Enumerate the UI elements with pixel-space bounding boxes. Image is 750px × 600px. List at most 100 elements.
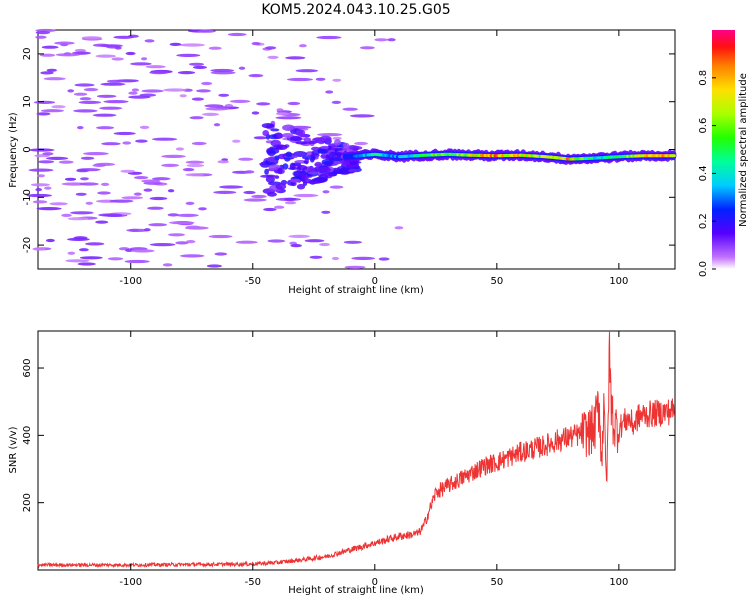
noise-blob — [36, 207, 62, 211]
noise-blob — [295, 69, 318, 73]
cluster-blob — [314, 161, 323, 168]
noise-blob — [42, 152, 54, 156]
noise-blob — [96, 126, 115, 130]
noise-blob — [196, 89, 211, 93]
noise-blob — [45, 238, 55, 243]
noise-blob — [186, 163, 205, 168]
noise-blob — [378, 257, 390, 261]
noise-blob — [387, 38, 396, 42]
cluster-blob — [268, 164, 281, 170]
noise-blob — [238, 66, 246, 70]
noise-blob — [168, 221, 195, 225]
cluster-blob — [291, 162, 302, 166]
cluster-blob — [293, 151, 307, 157]
noise-blob — [55, 53, 80, 57]
noise-blob — [325, 90, 334, 94]
noise-blob — [80, 177, 89, 181]
noise-blob — [167, 189, 175, 193]
noise-blob — [124, 259, 150, 264]
noise-blob — [229, 99, 251, 103]
noise-blob — [185, 240, 196, 244]
y-tick-label: 200 — [22, 493, 33, 512]
noise-blob — [289, 125, 312, 129]
noise-blob — [74, 83, 95, 87]
noise-blob — [329, 185, 344, 189]
noise-blob — [182, 168, 195, 172]
spectrogram-y-ticks: -20 -10 0 10 20 — [22, 48, 675, 253]
noise-blob — [96, 94, 117, 98]
noise-blob — [167, 213, 180, 217]
noise-blob — [95, 220, 109, 224]
noise-blob — [67, 237, 90, 241]
noise-blob — [243, 190, 256, 195]
noise-blob — [360, 46, 375, 50]
noise-blob — [36, 112, 51, 116]
noise-blob — [152, 177, 171, 181]
noise-blob — [37, 160, 55, 164]
noise-blob — [287, 101, 301, 106]
noise-blob — [309, 255, 323, 259]
cluster-blob — [290, 178, 301, 183]
noise-blob — [214, 252, 228, 256]
cluster-blob — [268, 134, 280, 140]
cluster-blob — [261, 123, 275, 129]
noise-blob — [113, 131, 136, 136]
noise-blob — [290, 244, 303, 248]
y-tick-label: 600 — [22, 358, 33, 377]
noise-blob — [75, 192, 87, 196]
snr-xlabel: Height of straight line (km) — [288, 585, 424, 596]
snr-panel: -100 -50 0 50 100 200 400 600 Height of straig… — [8, 330, 676, 596]
y-tick-label: 400 — [22, 426, 33, 445]
noise-blob — [185, 201, 195, 205]
noise-blob — [169, 42, 182, 47]
cluster-blob — [270, 139, 282, 147]
noise-blob — [284, 197, 296, 201]
noise-blob — [315, 77, 326, 81]
noise-blob — [251, 42, 261, 46]
noise-blob — [208, 234, 233, 239]
noise-blob — [185, 160, 205, 164]
noise-blob — [131, 249, 155, 253]
cluster-blob — [307, 181, 322, 184]
noise-blob — [128, 95, 151, 99]
cluster-blob — [275, 183, 287, 190]
noise-blob — [176, 53, 201, 58]
noise-blob — [213, 123, 221, 127]
cluster-blob — [334, 139, 341, 146]
noise-blob — [70, 211, 94, 215]
noise-blob — [46, 156, 69, 160]
noise-blob — [284, 201, 297, 205]
noise-blob — [238, 157, 254, 161]
cluster-blob — [352, 147, 359, 151]
noise-blob — [67, 89, 74, 93]
x-tick-label: 50 — [490, 577, 503, 588]
noise-blob — [54, 41, 75, 45]
noise-blob — [275, 116, 302, 120]
noise-blob — [130, 62, 152, 66]
cluster-blob — [307, 171, 319, 175]
cluster-blob — [303, 137, 312, 143]
snr-ylabel: SNR (v/v) — [8, 426, 19, 473]
y-tick-label: 20 — [22, 48, 33, 61]
noise-blob — [201, 81, 213, 86]
noise-blob — [40, 109, 64, 113]
noise-blob — [92, 113, 117, 117]
noise-blob — [139, 125, 150, 129]
noise-blob — [35, 35, 47, 39]
colorbar: 0.0 0.2 0.4 0.6 0.8 Normalized spectral ampl… — [698, 30, 749, 277]
x-tick-label: 100 — [609, 577, 628, 588]
noise-blob — [185, 225, 201, 229]
noise-blob — [176, 213, 199, 217]
cluster-blob — [295, 141, 308, 145]
noise-blob — [321, 210, 331, 214]
cluster-blob — [323, 160, 333, 166]
noise-blob — [175, 241, 189, 245]
noise-blob — [79, 256, 103, 260]
noise-blob — [149, 196, 168, 201]
noise-blob — [100, 182, 110, 186]
noise-blob — [289, 241, 298, 245]
noise-blob — [141, 57, 148, 61]
cluster-blob — [348, 168, 358, 173]
noise-blob — [85, 201, 94, 205]
